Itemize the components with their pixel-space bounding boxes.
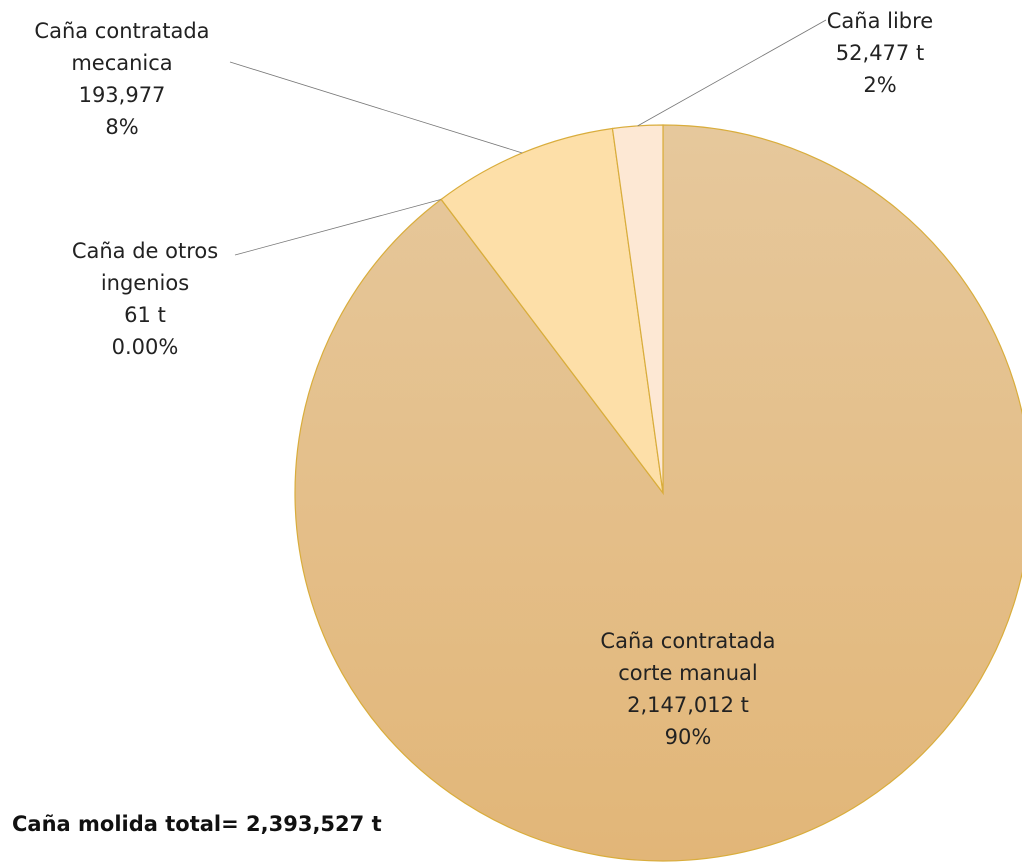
leader-line [229, 61, 523, 154]
slice-label: Caña contratada mecanica 193,977 8% [2, 15, 242, 143]
value-label: 52,477 t [835, 41, 925, 65]
slice-label: Caña de otros ingenios 61 t 0.00% [40, 235, 250, 363]
value-label: 193,977 [78, 83, 166, 107]
leader-line [234, 198, 442, 256]
pie-slice [294, 124, 1022, 862]
percent-label: 8% [105, 115, 139, 139]
category-label: Caña contratada corte manual [600, 629, 776, 685]
category-label: Caña contratada mecanica [34, 19, 210, 75]
slice-label: Caña libre 52,477 t 2% [790, 5, 970, 101]
category-label: Caña de otros ingenios [71, 239, 219, 295]
percent-label: 0.00% [111, 335, 179, 359]
slice-label: Caña contratada corte manual 2,147,012 t 9… [578, 625, 798, 753]
value-label: 61 t [124, 303, 166, 327]
leader-line [637, 19, 827, 127]
value-label: 2,147,012 t [627, 693, 749, 717]
total-annotation: Caña molida total= 2,393,527 t [12, 812, 382, 836]
percent-label: 90% [664, 725, 712, 749]
percent-label: 2% [863, 73, 897, 97]
category-label: Caña libre [826, 9, 934, 33]
